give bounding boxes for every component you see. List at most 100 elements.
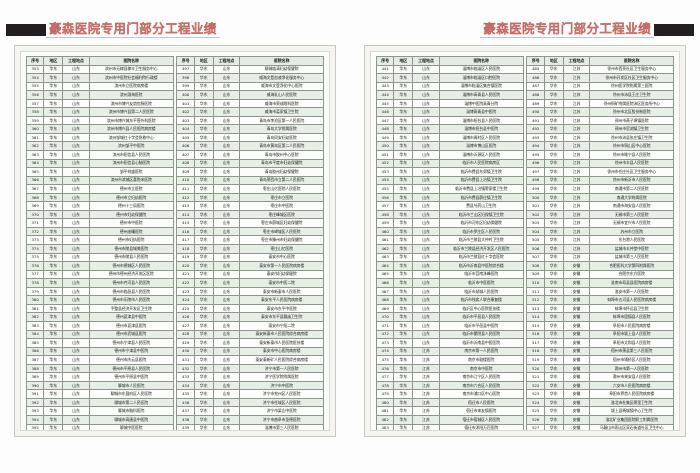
cell-name: 临沂市残疾人联合康复楼 (438, 295, 524, 305)
table-row: 514 华东 安徽 蚌埠市固镇县人民医院 (526, 312, 674, 322)
tables-container-right: 序号 地区 工程地点 医院名称 441 华东 山东 淄博市临淄区人民医院 442 华东 山东… (375, 56, 674, 430)
cell-region: 华东 (193, 278, 214, 288)
cell-no: 422 (176, 278, 195, 288)
cell-place: 山东 (62, 184, 90, 194)
cell-no: 385 (25, 338, 45, 348)
cell-place: 江苏 (562, 244, 591, 254)
cell-region: 华东 (193, 312, 214, 322)
cell-name: 威海市葛家镇卫生院 (239, 107, 324, 117)
cell-no: 376 (25, 261, 45, 271)
cell-place: 山东 (62, 167, 90, 177)
cell-region: 华东 (43, 64, 64, 75)
cell-no: 398 (176, 73, 195, 83)
cell-region: 华东 (43, 406, 64, 416)
cell-region: 华东 (43, 303, 64, 314)
cell-place: 安徽 (562, 320, 591, 331)
cell-no: 455 (375, 184, 395, 194)
table-row: 497 华东 江苏 徐州市任庄社区卫生服务中心 (526, 167, 674, 177)
cell-place: 山东 (212, 81, 241, 92)
cell-region: 华东 (193, 303, 214, 314)
cell-region: 华东 (393, 235, 414, 246)
cell-name: 临沂市平邑县中医院 (438, 320, 524, 331)
cell-no: 404 (176, 124, 195, 134)
cell-no: 371 (25, 218, 45, 228)
cell-name: 邳州市燕子埠镇医院 (589, 115, 674, 126)
column-header-place: 工程地点 (562, 56, 591, 66)
cell-place: 江苏 (562, 150, 591, 160)
cell-name: 滨州市阳信县心脑医院 (88, 158, 174, 169)
cell-name: 枣庄山亿医院人民医院 (239, 184, 324, 194)
cell-name: 滨州市博兴友谊肛肠医院 (88, 98, 174, 109)
cell-no: 409 (176, 167, 195, 177)
cell-name: 临沂市罗庄区人民医院 (438, 226, 524, 237)
cell-name: 德州市妇幼保健院 (88, 209, 174, 220)
cell-name: 淄博市临淄区集合镇医院 (438, 81, 524, 92)
cell-region: 华东 (393, 209, 414, 220)
cell-name: 阜阳市界首人民医院病房楼 (589, 389, 674, 399)
table-row: 483 华东 江苏 宿迁市沭阳万匹医院 (375, 423, 524, 430)
cell-region: 华东 (543, 414, 564, 425)
cell-place: 山东 (412, 175, 440, 186)
cell-region: 华东 (543, 124, 564, 134)
table-body: 353 华东 山东 滨州市无棣县棣丰卫生服务中心 354 华东 山东 滨州市中医院社会福利院行… (25, 64, 174, 430)
table-row: 518 华东 安徽 宿州市萧县第三人民医院 (526, 346, 674, 357)
cell-region: 华东 (43, 73, 64, 83)
table-row: 364 华东 山东 滨州市阳信县心脑医院 (25, 158, 174, 169)
cell-place: 山东 (412, 98, 440, 109)
cell-no: 442 (375, 73, 395, 83)
cell-place: 江苏 (412, 397, 440, 408)
table-row: 391 华东 山东 聊城市东昌府区人民医院 (25, 389, 174, 399)
cell-name: 淄博市第三人民医院 (239, 423, 324, 430)
cell-name: 宿迁市宿城区人民医院 (438, 414, 524, 425)
table-row: 476 华东 江苏 南京市中医院 (375, 363, 524, 374)
cell-no: 448 (375, 124, 395, 134)
table-row: 451 华东 山东 淄博市沂源区人民医院 (375, 150, 524, 160)
cell-no: 486 (526, 73, 545, 83)
cell-no: 358 (25, 107, 45, 117)
cell-place: 山东 (62, 209, 90, 220)
cell-region: 华东 (543, 261, 564, 271)
cell-no: 386 (25, 346, 45, 357)
cell-name: 德州市立医院 (88, 184, 174, 194)
cell-no: 439 (176, 423, 195, 430)
cell-name: 泰安东平人民医院病房楼 (239, 295, 324, 305)
cell-name: 南京市江宁区人民医院 (438, 372, 524, 382)
cell-no: 463 (375, 252, 395, 263)
cell-name: 淄博市临淄区口腔医院 (438, 73, 524, 83)
cell-region: 华东 (543, 235, 564, 246)
cell-no: 522 (526, 380, 545, 391)
cell-no: 403 (176, 115, 195, 126)
cell-name: 德州市德城区人民医院 (88, 261, 174, 271)
cell-name: 威海乳山人民医院 (239, 90, 324, 100)
cell-place: 山东 (212, 312, 241, 322)
cell-no: 416 (176, 226, 195, 237)
cell-region: 华东 (393, 363, 414, 374)
table-row: 374 华东 山东 德州市陵县城美医院 (25, 244, 174, 254)
cell-name: 德州市临邑县人民医院 (88, 286, 174, 297)
cell-place: 江苏 (412, 355, 440, 365)
cell-region: 华东 (543, 73, 564, 83)
table-row: 496 华东 江苏 徐州市丰县人民医院 (526, 158, 674, 169)
cell-name: 泰安新泰市人民医院医技楼 (239, 338, 324, 348)
cell-no: 363 (25, 150, 45, 160)
cell-no: 421 (176, 269, 195, 280)
cell-name: 费县芍药山卫生院 (438, 201, 524, 211)
cell-name: 宿迁市来友镇医院 (438, 406, 524, 416)
cell-place: 山东 (212, 209, 241, 220)
table-row: 452 华东 山东 临沂市人民医院病房区 (375, 158, 524, 169)
cell-name: 淄博市沂源区人民医院 (438, 150, 524, 160)
table-row: 441 华东 山东 淄博市临淄区人民医院 (375, 64, 524, 75)
cell-place: 江苏 (562, 115, 591, 126)
cell-no: 495 (526, 150, 545, 160)
cell-place: 山东 (212, 98, 241, 109)
cell-place: 山东 (212, 235, 241, 246)
cell-name: 滨州邹城红十字会急救中心 (88, 132, 174, 143)
cell-region: 华东 (543, 192, 564, 203)
cell-place: 山东 (412, 141, 440, 151)
cell-name: 济宁医学院附属医院 (239, 372, 324, 382)
cell-region: 华东 (543, 209, 564, 220)
cell-place: 山东 (62, 312, 90, 322)
cell-name: 淄博中医院高青分院 (438, 98, 524, 109)
cell-name: 济宁市第一人民医院 (239, 363, 324, 374)
cell-place: 山东 (62, 423, 90, 430)
